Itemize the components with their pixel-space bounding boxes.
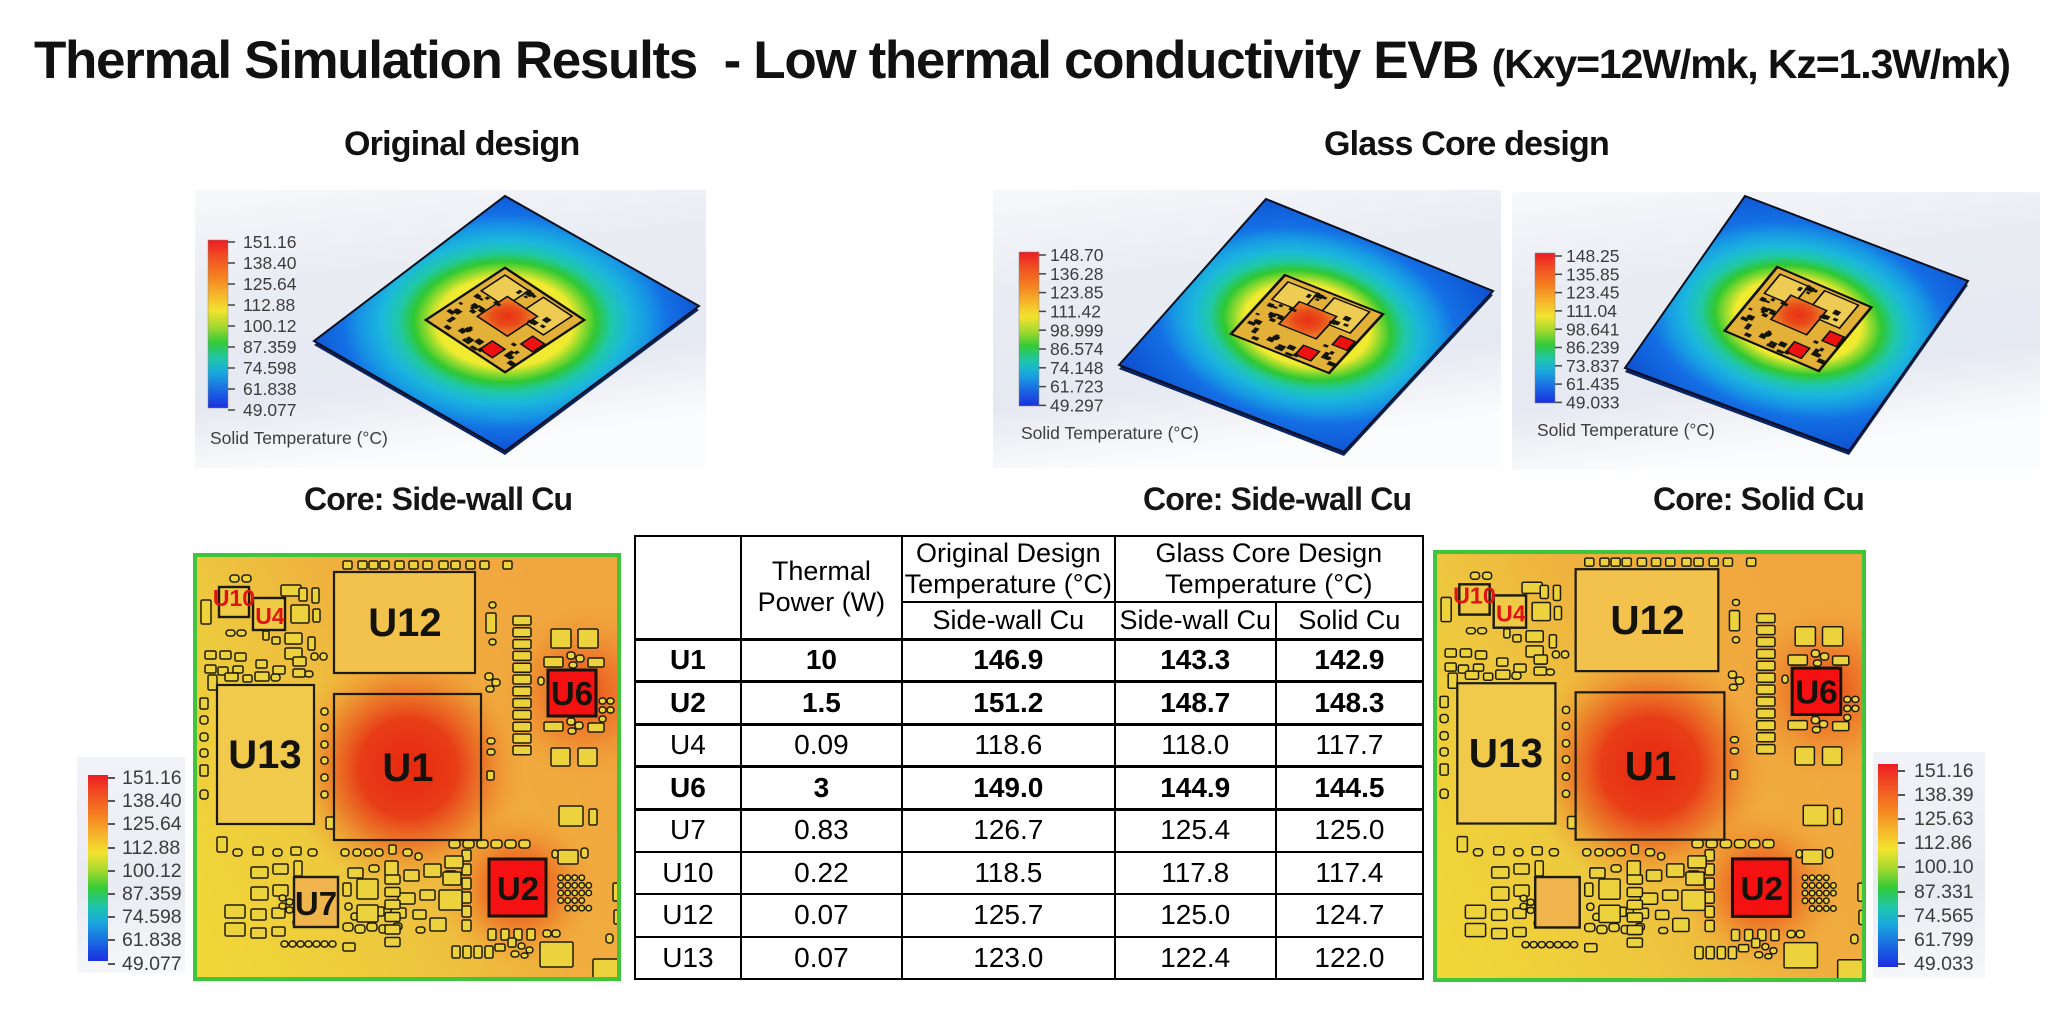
- svg-text:U10: U10: [213, 585, 255, 611]
- svg-text:U12: U12: [1610, 597, 1684, 643]
- svg-text:73.837: 73.837: [1566, 356, 1620, 376]
- svg-text:U13: U13: [228, 733, 301, 777]
- svg-text:148.25: 148.25: [1566, 246, 1620, 266]
- svg-text:86.239: 86.239: [1566, 338, 1620, 358]
- svg-text:49.297: 49.297: [1050, 396, 1104, 416]
- svg-text:61.435: 61.435: [1566, 374, 1620, 394]
- svg-text:U6: U6: [1795, 674, 1838, 711]
- svg-text:123.85: 123.85: [1050, 283, 1104, 303]
- svg-text:U1: U1: [1625, 743, 1677, 789]
- svg-text:U12: U12: [368, 601, 441, 645]
- svg-text:61.723: 61.723: [1050, 377, 1104, 397]
- svg-text:U6: U6: [551, 675, 593, 712]
- svg-text:U13: U13: [1469, 730, 1543, 776]
- svg-text:98.999: 98.999: [1050, 320, 1104, 340]
- svg-text:49.077: 49.077: [243, 400, 297, 420]
- svg-text:61.838: 61.838: [243, 379, 297, 399]
- svg-text:86.574: 86.574: [1050, 339, 1104, 359]
- svg-text:U10: U10: [1453, 583, 1496, 609]
- svg-text:111.04: 111.04: [1566, 301, 1617, 321]
- svg-text:49.033: 49.033: [1566, 393, 1620, 413]
- svg-text:74.148: 74.148: [1050, 358, 1104, 378]
- svg-text:U7: U7: [295, 885, 337, 922]
- svg-text:111.42: 111.42: [1050, 302, 1101, 322]
- svg-text:U4: U4: [255, 603, 285, 629]
- svg-text:87.359: 87.359: [243, 337, 297, 357]
- svg-text:98.641: 98.641: [1566, 319, 1620, 339]
- svg-text:135.85: 135.85: [1566, 264, 1620, 284]
- svg-text:112.88: 112.88: [243, 295, 295, 315]
- svg-text:Solid Temperature (°C): Solid Temperature (°C): [1537, 420, 1715, 440]
- svg-text:U1: U1: [382, 746, 433, 790]
- svg-text:123.45: 123.45: [1566, 283, 1620, 303]
- svg-text:U2: U2: [1740, 871, 1783, 908]
- svg-text:151.16: 151.16: [243, 232, 297, 252]
- svg-text:100.12: 100.12: [243, 316, 297, 336]
- svg-text:74.598: 74.598: [243, 358, 297, 378]
- svg-text:U2: U2: [497, 870, 539, 907]
- svg-text:148.70: 148.70: [1050, 245, 1104, 265]
- svg-text:125.64: 125.64: [243, 274, 297, 294]
- svg-text:U4: U4: [1496, 601, 1526, 627]
- svg-text:Solid Temperature (°C): Solid Temperature (°C): [210, 428, 388, 448]
- svg-text:Solid Temperature (°C): Solid Temperature (°C): [1021, 423, 1199, 443]
- svg-text:138.40: 138.40: [243, 253, 297, 273]
- svg-text:136.28: 136.28: [1050, 264, 1104, 284]
